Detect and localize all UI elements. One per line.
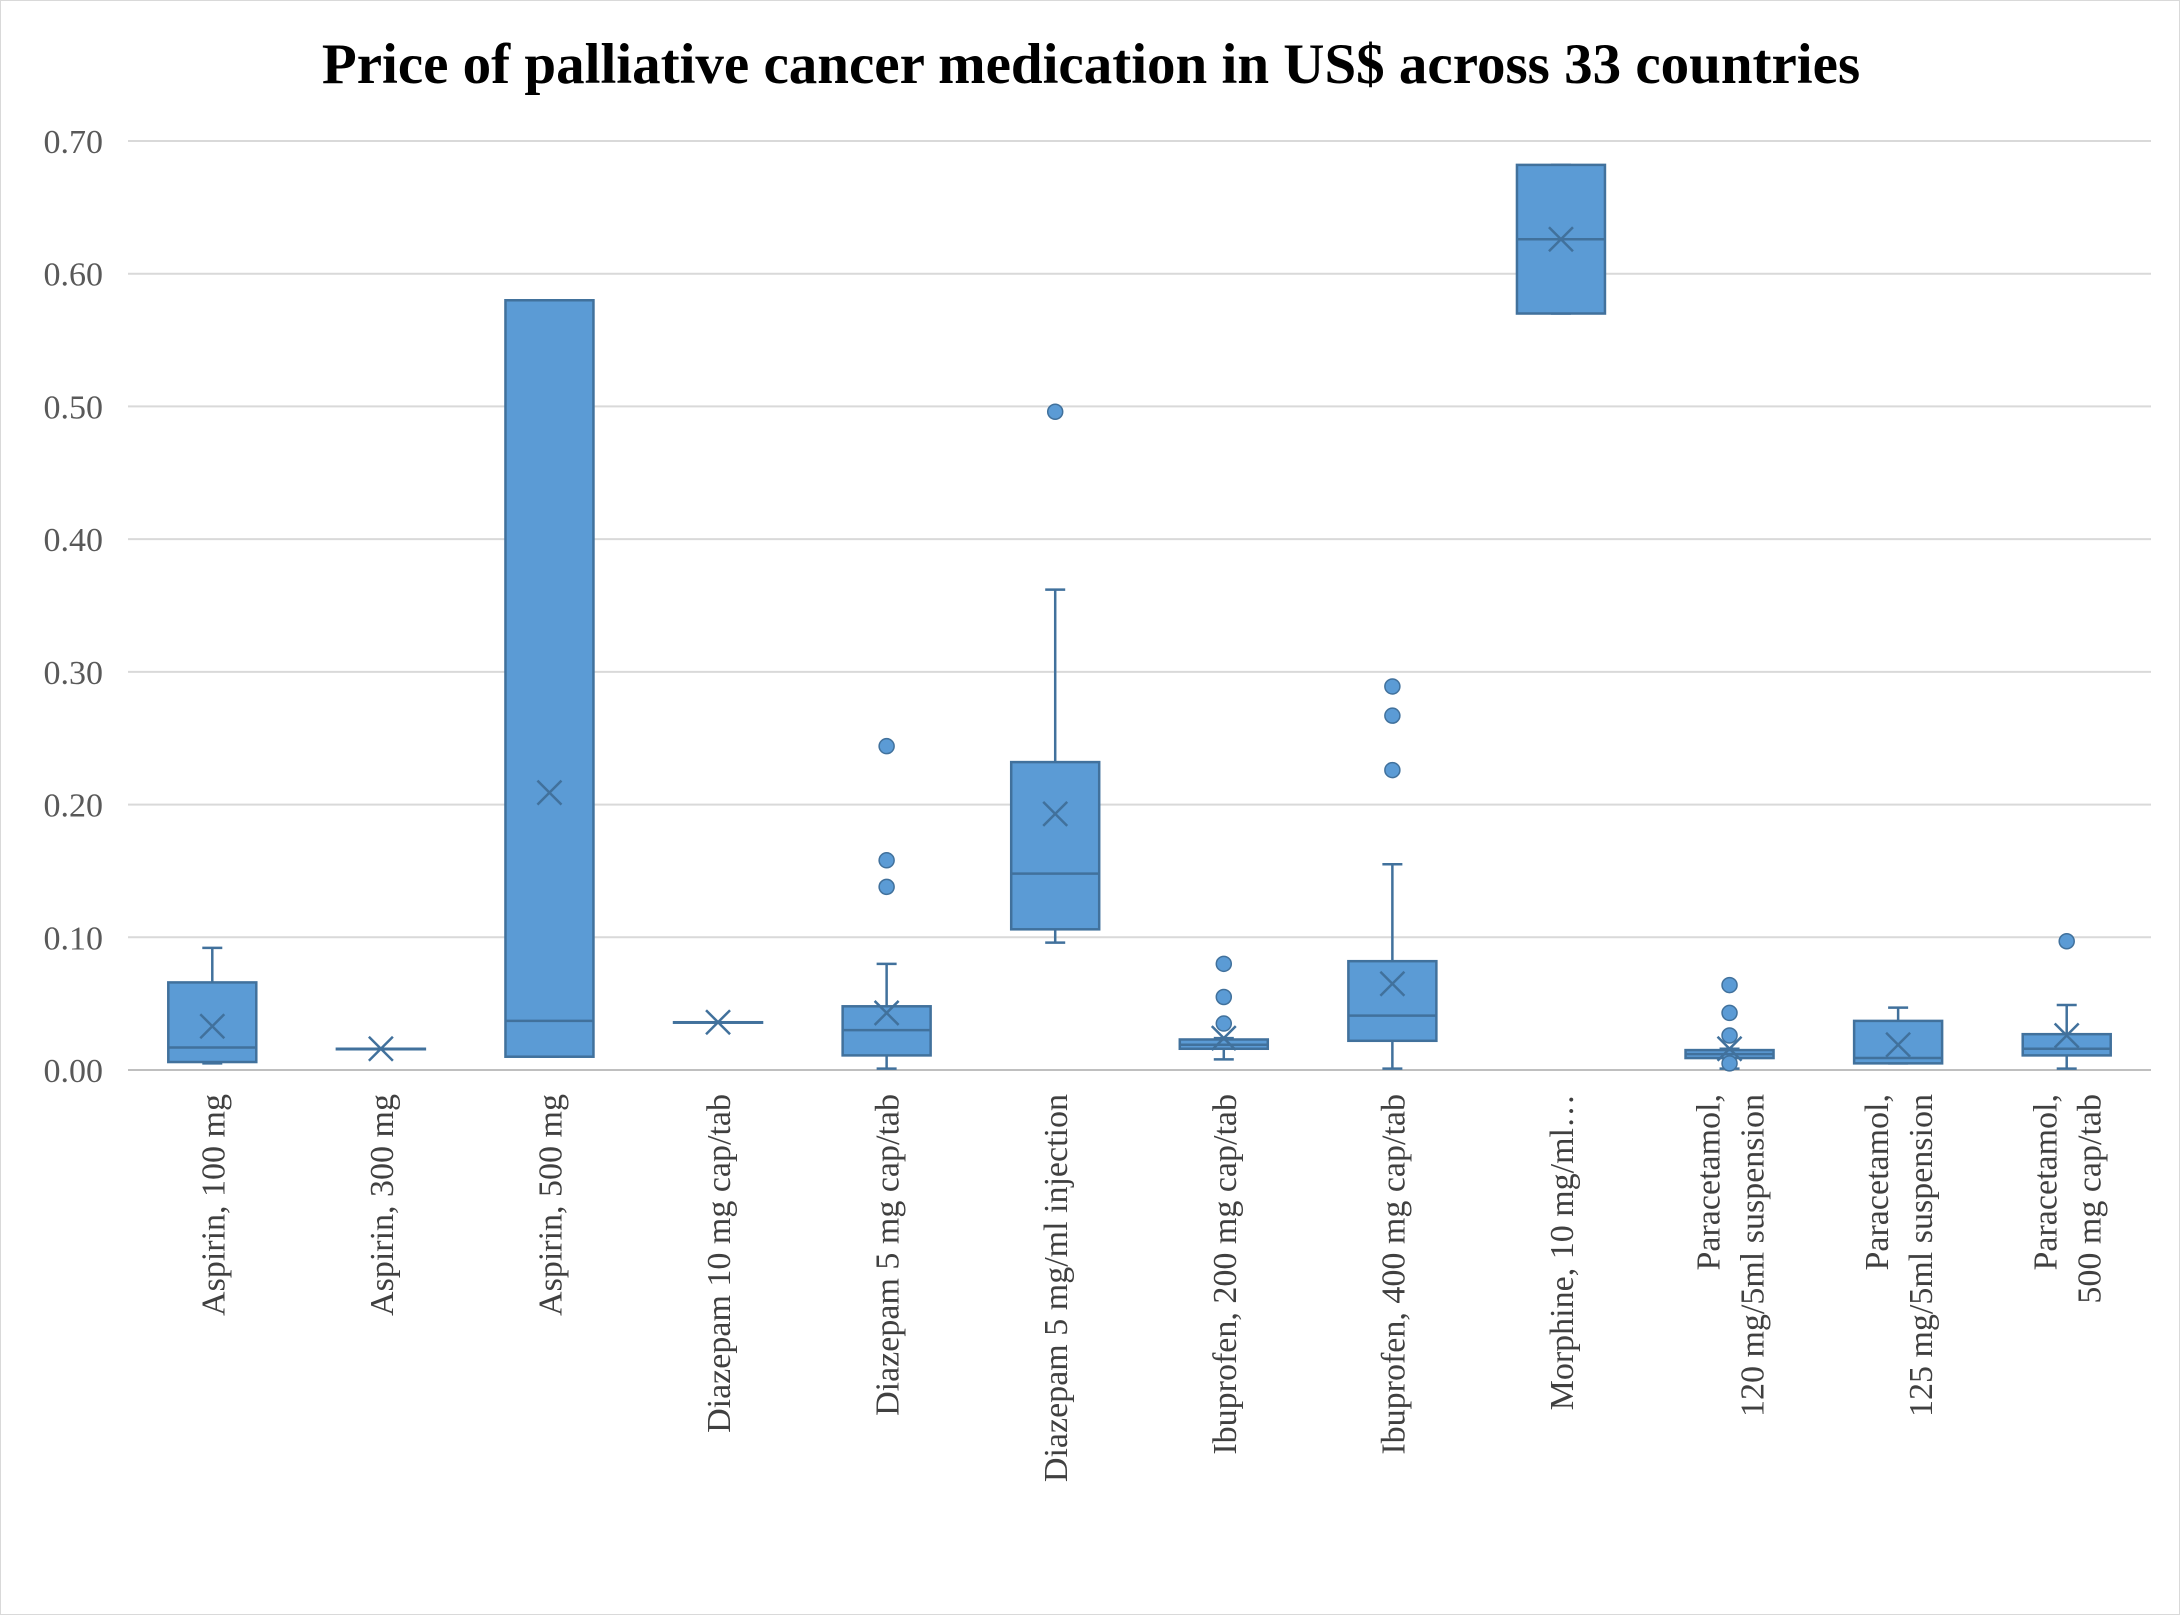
category-label: Paracetamol, 500 mg cap/tab — [2028, 1094, 2109, 1304]
mean-marker — [1210, 1025, 1237, 1052]
y-axis-ticks: 0.00 0.10 0.20 0.30 0.40 0.50 0.60 0.70 — [44, 124, 104, 1090]
category-label-line: Paracetamol, — [1859, 1094, 1896, 1271]
category-label-line: Diazepam 5 mg cap/tab — [870, 1094, 907, 1416]
box-group — [672, 1009, 764, 1036]
chart-title: Price of palliative cancer medication in… — [322, 33, 1860, 96]
mean-marker — [536, 779, 563, 806]
category-label: Aspirin, 500 mg — [532, 1094, 569, 1316]
box-group — [2021, 933, 2112, 1070]
category-label-line: Paracetamol, — [2028, 1094, 2065, 1271]
category-labels: Aspirin, 100 mg Aspirin, 300 mg Aspirin, 5… — [195, 1094, 2108, 1482]
category-label-line: Diazepam 5 mg/ml injection — [1038, 1094, 1075, 1482]
y-tick-label: 0.00 — [44, 1053, 104, 1090]
outlier-point — [1721, 1055, 1738, 1072]
category-label: Diazepam 5 mg cap/tab — [870, 1094, 907, 1416]
mean-marker — [367, 1035, 394, 1062]
box-group — [1684, 976, 1775, 1072]
outlier-point — [1046, 403, 1064, 420]
box — [2021, 1032, 2112, 1057]
category-label: Aspirin, 100 mg — [195, 1094, 232, 1316]
outlier-point — [1215, 988, 1233, 1006]
box-group — [167, 946, 258, 1065]
box-group — [1347, 678, 1438, 1070]
box — [1852, 1019, 1944, 1065]
outlier-point — [1384, 707, 1401, 724]
box-group — [335, 1035, 427, 1062]
outlier-point — [1215, 1015, 1233, 1032]
category-label: Diazepam 10 mg cap/tab — [701, 1094, 738, 1433]
mean-marker — [873, 1000, 900, 1026]
y-tick-label: 0.60 — [44, 257, 104, 294]
y-tick-label: 0.50 — [44, 389, 104, 426]
mean-marker — [1379, 970, 1406, 997]
category-label-line: Ibuprofen, 200 mg cap/tab — [1207, 1094, 1244, 1455]
mean-marker — [1042, 800, 1069, 827]
category-label: Ibuprofen, 400 mg cap/tab — [1375, 1094, 1412, 1455]
category-label-line: Aspirin, 500 mg — [532, 1094, 569, 1316]
box — [1347, 959, 1438, 1043]
category-label: Ibuprofen, 200 mg cap/tab — [1207, 1094, 1244, 1455]
category-label-line: 500 mg cap/tab — [2072, 1094, 2109, 1304]
box — [1009, 760, 1101, 931]
category-label-line: Aspirin, 300 mg — [364, 1094, 401, 1316]
box-group — [1852, 1006, 1944, 1065]
y-tick-label: 0.20 — [44, 788, 104, 825]
box-group — [1009, 403, 1101, 944]
category-label-line: 125 mg/5ml suspension — [1903, 1094, 1940, 1417]
category-label: Paracetamol, 120 mg/5ml suspension — [1691, 1094, 1772, 1417]
outlier-point — [1215, 955, 1233, 973]
outlier-point — [1721, 1027, 1738, 1044]
category-label-line: Paracetamol, — [1691, 1094, 1728, 1271]
category-label-line: 120 mg/5ml suspension — [1735, 1094, 1772, 1417]
category-label: Paracetamol, 125 mg/5ml suspension — [1859, 1094, 1940, 1417]
outlier-point — [878, 878, 895, 896]
mean-marker — [705, 1009, 731, 1036]
box-group — [1515, 163, 1607, 315]
grid-lines — [128, 140, 2151, 939]
outlier-point — [1721, 976, 1738, 994]
mean-marker — [1548, 226, 1574, 253]
category-label-line: Morphine, 10 mg/ml… — [1544, 1094, 1581, 1410]
outlier-point — [1384, 761, 1401, 779]
box-group — [1178, 955, 1270, 1061]
outlier-point — [878, 737, 895, 755]
category-label-line: Aspirin, 100 mg — [195, 1094, 232, 1316]
outlier-point — [1384, 678, 1401, 695]
y-tick-label: 0.10 — [44, 920, 104, 957]
mean-marker — [1716, 1035, 1743, 1062]
box — [167, 981, 258, 1064]
box-group — [504, 299, 595, 1058]
mean-marker — [2053, 1022, 2080, 1049]
category-label: Diazepam 5 mg/ml injection — [1038, 1094, 1075, 1482]
outlier-point — [2058, 933, 2075, 950]
outlier-point — [1721, 1004, 1738, 1022]
mean-marker — [199, 1013, 226, 1040]
y-tick-label: 0.30 — [44, 655, 104, 692]
box — [504, 299, 595, 1058]
boxes — [167, 163, 2112, 1072]
y-tick-label: 0.70 — [44, 124, 104, 161]
outlier-point — [878, 852, 895, 869]
category-label-line: Diazepam 10 mg cap/tab — [701, 1094, 738, 1433]
y-tick-label: 0.40 — [44, 522, 104, 559]
box-group — [841, 737, 932, 1070]
category-label-line: Ibuprofen, 400 mg cap/tab — [1375, 1094, 1412, 1455]
category-label: Morphine, 10 mg/ml… — [1544, 1094, 1581, 1410]
mean-marker — [1885, 1031, 1912, 1058]
category-label: Aspirin, 300 mg — [364, 1094, 401, 1316]
